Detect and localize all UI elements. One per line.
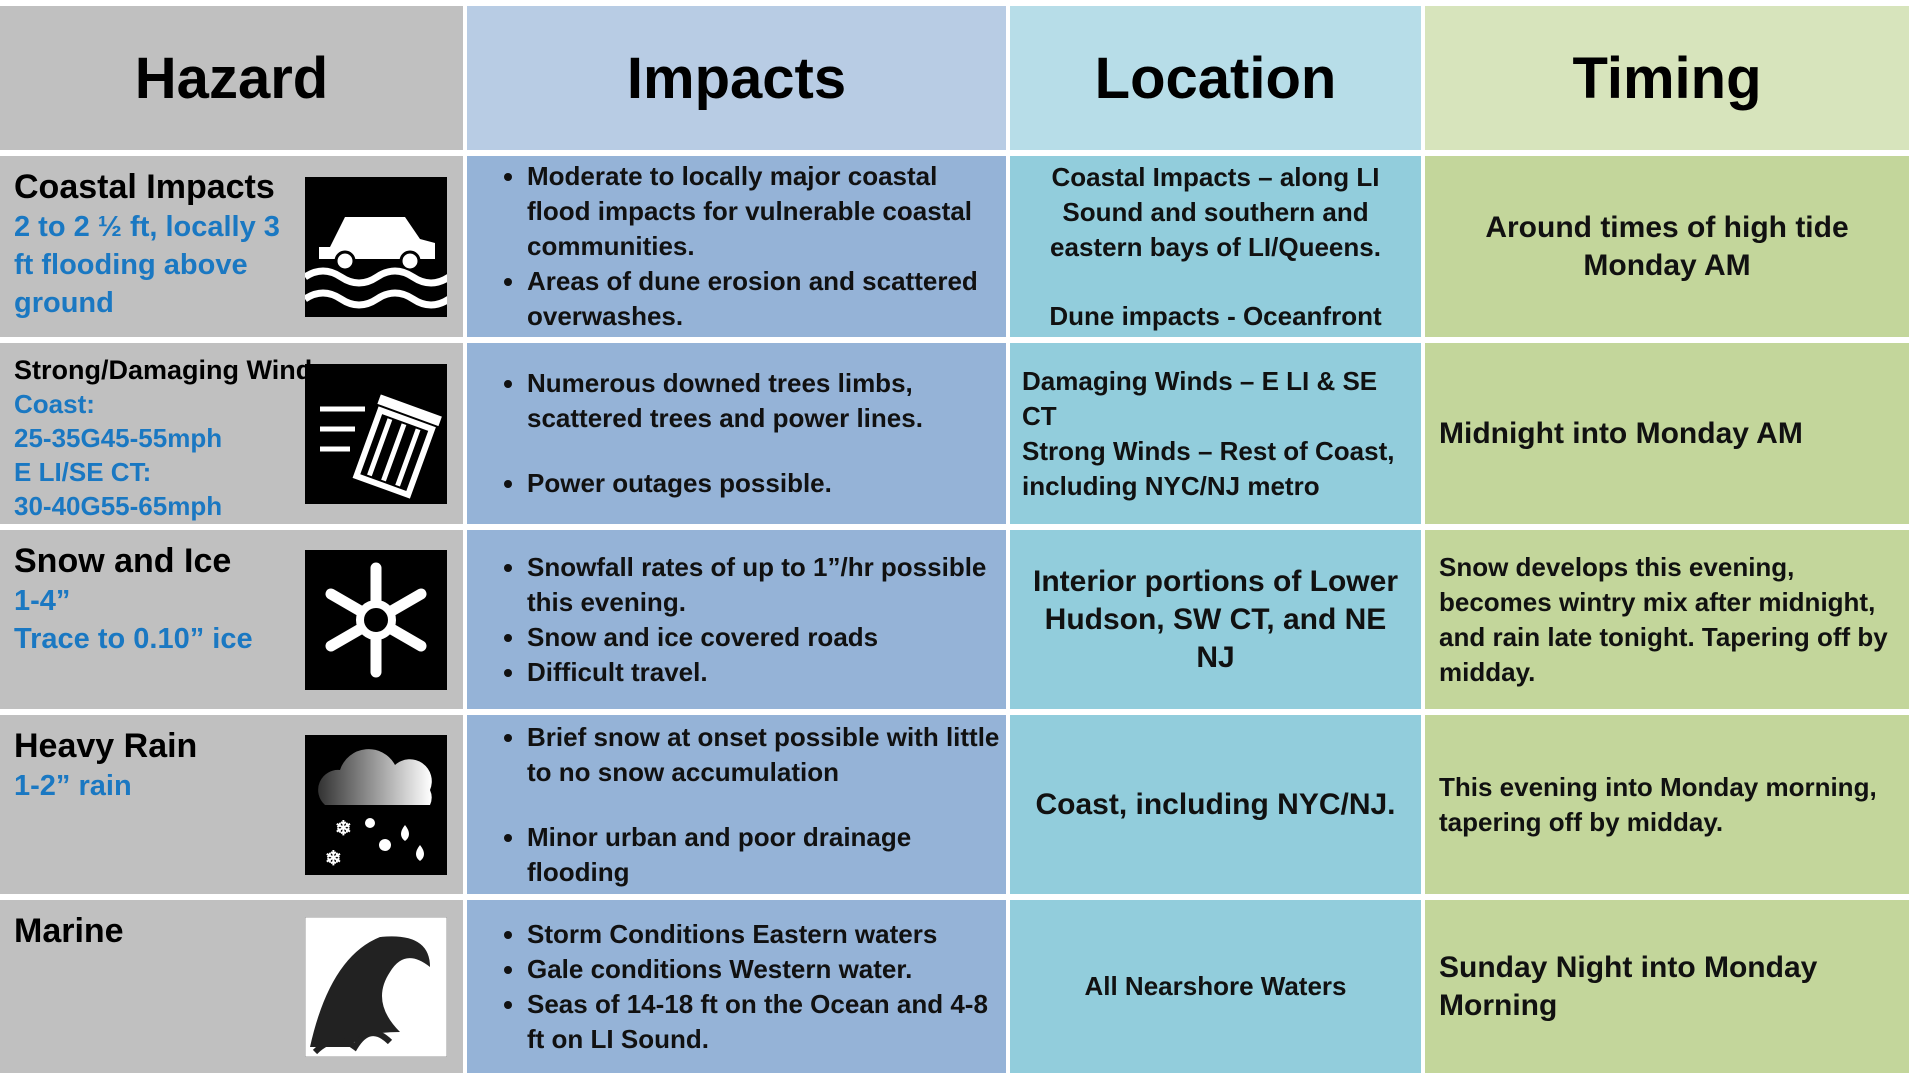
impact-item: Brief snow at onset possible with little…	[527, 720, 1006, 790]
header-cell: Impacts	[467, 6, 1006, 150]
impact-item: Storm Conditions Eastern waters	[527, 917, 1006, 952]
hazard-detail: E LI/SE CT:	[14, 457, 152, 487]
location-cell: Interior portions of Lower Hudson, SW CT…	[1010, 530, 1421, 709]
impacts-cell: Storm Conditions Eastern watersGale cond…	[467, 900, 1006, 1073]
impact-item: Moderate to locally major coastal flood …	[527, 159, 1006, 264]
hazard-cell: Marine	[0, 900, 463, 1073]
hazard-title: Snow and Ice	[14, 542, 232, 580]
impact-item: Difficult travel.	[527, 655, 1006, 690]
location-text: Coastal Impacts – along LI Sound and sou…	[1050, 161, 1381, 262]
timing-cell: This evening into Monday morning, taperi…	[1425, 715, 1909, 894]
header-cell: Timing	[1425, 6, 1909, 150]
hazard-title: Coastal Impacts	[14, 168, 275, 206]
location-text: Strong Winds – Rest of Coast, including …	[1022, 435, 1395, 501]
timing-text: Sunday Night into Monday Morning	[1439, 950, 1818, 1022]
impacts-list: Snowfall rates of up to 1”/hr possible t…	[467, 550, 1006, 690]
hazard-detail: 2 to 2 ½ ft, locally 3 ft flooding above…	[14, 211, 280, 319]
header-cell: Hazard	[0, 6, 463, 150]
timing-cell: Snow develops this evening, becomes wint…	[1425, 530, 1909, 709]
impacts-list: Moderate to locally major coastal flood …	[467, 159, 1006, 334]
hazard-icon	[305, 549, 447, 690]
hazard-cell: Coastal Impacts 2 to 2 ½ ft, locally 3 ft…	[0, 156, 463, 337]
hazard-icon: ❄❄	[305, 734, 447, 875]
location-text: All Nearshore Waters	[1084, 971, 1347, 1001]
hazard-detail: 1-4”	[14, 585, 71, 617]
hazard-title: Heavy Rain	[14, 727, 198, 765]
hazard-cell: Strong/Damaging Winds Coast: 25-35G45-55mp…	[0, 343, 463, 524]
hazard-cell: Heavy Rain 1-2” rain ❄ ❄	[0, 715, 463, 894]
header-text: Timing	[1572, 45, 1762, 111]
timing-text: This evening into Monday morning, taperi…	[1439, 771, 1877, 837]
impacts-cell: Brief snow at onset possible with little…	[467, 715, 1006, 894]
hazard-cell: Snow and Ice 1-4” Trace to 0.10” ice	[0, 530, 463, 709]
hazard-icon	[305, 176, 447, 317]
svg-text:❄: ❄	[325, 848, 342, 870]
location-text: Dune impacts - Oceanfront	[1049, 300, 1382, 331]
hazard-title: Marine	[14, 912, 124, 950]
location-cell: Coastal Impacts – along LI Sound and sou…	[1010, 156, 1421, 337]
impacts-cell: Numerous downed trees limbs, scattered t…	[467, 343, 1006, 524]
hazard-icon	[305, 916, 447, 1057]
impacts-list: Brief snow at onset possible with little…	[467, 720, 1006, 890]
location-cell: Damaging Winds – E LI & SE CT Strong Wind…	[1010, 343, 1421, 524]
hazard-icon	[305, 363, 447, 504]
impact-item: Power outages possible.	[527, 466, 1006, 501]
timing-text: Midnight into Monday AM	[1439, 416, 1803, 450]
header-text: Hazard	[134, 45, 329, 111]
hazard-detail: 30-40G55-65mph	[14, 491, 223, 521]
location-cell: Coast, including NYC/NJ.	[1010, 715, 1421, 894]
header-text: Impacts	[626, 45, 847, 111]
location-text: Damaging Winds – E LI & SE CT	[1022, 365, 1378, 431]
impacts-list: Numerous downed trees limbs, scattered t…	[467, 366, 1006, 501]
impact-item: Numerous downed trees limbs, scattered t…	[527, 366, 1006, 436]
location-text: Coast, including NYC/NJ.	[1035, 787, 1396, 821]
timing-cell: Sunday Night into Monday Morning	[1425, 900, 1909, 1073]
timing-text: Snow develops this evening, becomes wint…	[1439, 551, 1888, 687]
impact-item: Minor urban and poor drainage flooding	[527, 820, 1006, 890]
hazard-title: Strong/Damaging Winds	[14, 355, 328, 385]
timing-text: Around times of high tide Monday AM	[1485, 210, 1849, 282]
impacts-cell: Moderate to locally major coastal flood …	[467, 156, 1006, 337]
svg-text:❄: ❄	[335, 818, 352, 840]
location-text: Interior portions of Lower Hudson, SW CT…	[1033, 564, 1398, 674]
header-cell: Location	[1010, 6, 1421, 150]
impact-item: Gale conditions Western water.	[527, 952, 1006, 987]
impact-item: Seas of 14-18 ft on the Ocean and 4-8 ft…	[527, 987, 1006, 1057]
location-cell: All Nearshore Waters	[1010, 900, 1421, 1073]
hazard-detail: 1-2” rain	[14, 770, 132, 802]
timing-cell: Midnight into Monday AM	[1425, 343, 1909, 524]
timing-cell: Around times of high tide Monday AM	[1425, 156, 1909, 337]
impact-item: Snowfall rates of up to 1”/hr possible t…	[527, 550, 1006, 620]
hazard-detail: Coast:	[14, 389, 95, 419]
hazard-detail: Trace to 0.10” ice	[14, 623, 253, 655]
impact-item: Snow and ice covered roads	[527, 620, 1006, 655]
impacts-list: Storm Conditions Eastern watersGale cond…	[467, 917, 1006, 1057]
hazard-detail: 25-35G45-55mph	[14, 423, 223, 453]
header-text: Location	[1094, 45, 1337, 111]
impacts-cell: Snowfall rates of up to 1”/hr possible t…	[467, 530, 1006, 709]
impact-item: Areas of dune erosion and scattered over…	[527, 264, 1006, 334]
